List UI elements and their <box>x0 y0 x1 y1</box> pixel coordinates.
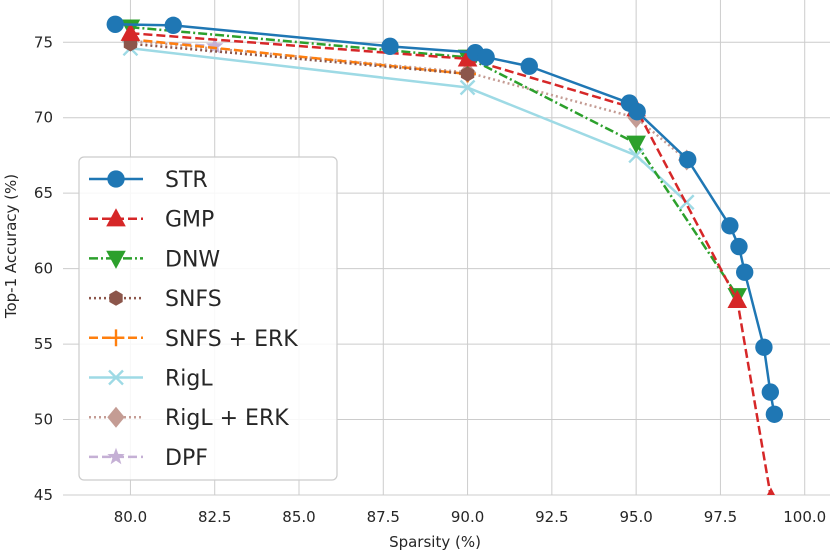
legend-marker <box>107 170 125 188</box>
legend-label: GMP <box>165 208 214 233</box>
data-point-rigl <box>628 147 644 164</box>
x-tick-label: 90.0 <box>451 508 484 526</box>
legend-marker <box>106 208 126 227</box>
legend-marker <box>108 369 124 386</box>
legend-marker <box>106 250 126 269</box>
data-point-rigl <box>459 79 476 96</box>
data-point-str <box>736 263 754 281</box>
series-line-snfs-erk <box>130 37 468 76</box>
legend-entry-snfs: SNFS <box>89 287 222 312</box>
series-str <box>106 15 784 423</box>
x-tick-label: 87.5 <box>367 508 400 526</box>
legend-label: RigL + ERK <box>165 406 289 431</box>
data-point-dpf <box>206 37 224 54</box>
y-tick-label: 65 <box>34 184 53 202</box>
legend-marker <box>109 290 123 306</box>
data-point-str <box>381 37 399 56</box>
y-axis-label: Top-1 Accuracy (%) <box>2 174 20 319</box>
data-point-gmp <box>457 48 478 67</box>
legend-entry-snfs-erk: SNFS + ERK <box>89 327 298 352</box>
legend-label: SNFS + ERK <box>165 327 298 352</box>
x-tick-label: 97.5 <box>704 508 737 526</box>
series-line-rigl <box>130 47 688 204</box>
data-point-gmp <box>120 22 141 41</box>
x-tick-label: 95.0 <box>619 508 652 526</box>
y-tick-label: 60 <box>34 260 53 278</box>
legend-label: DNW <box>165 247 220 272</box>
y-tick-label: 45 <box>34 486 53 504</box>
series-layer <box>106 15 784 495</box>
y-tick-label: 75 <box>34 33 53 51</box>
data-point-str <box>164 16 182 35</box>
data-point-str <box>520 57 538 75</box>
data-point-str <box>679 150 697 169</box>
data-point-str <box>477 48 495 66</box>
grid <box>63 0 830 496</box>
data-point-str <box>106 15 124 33</box>
y-tick-label: 55 <box>34 335 53 353</box>
x-axis-label: Sparsity (%) <box>389 533 481 551</box>
x-tick-label: 80.0 <box>114 508 147 526</box>
data-point-gmp <box>727 289 748 309</box>
data-point-snfs <box>460 66 475 82</box>
legend: STR GMP DNW SNFS SNFS + ERK RigL RigL + ERK DPF <box>78 156 338 481</box>
y-tick-label: 70 <box>34 109 53 127</box>
data-point-str <box>628 102 646 121</box>
legend-entry-dpf: DPF <box>89 446 208 471</box>
data-point-str <box>765 405 784 423</box>
tick-layer: 80.0 82.5 85.0 87.5 90.0 92.5 95.0 97.5 100.0 45 5… <box>34 33 826 526</box>
legend-box <box>78 156 338 481</box>
series-line-dnw <box>130 25 739 297</box>
legend-label: SNFS <box>165 287 222 312</box>
x-tick-label: 82.5 <box>198 508 231 526</box>
data-point-str <box>730 237 748 256</box>
legend-marker <box>107 406 125 428</box>
x-tick-label: 100.0 <box>783 508 826 526</box>
legend-label: DPF <box>165 446 208 471</box>
data-point-str <box>761 383 780 401</box>
legend-entry-str: STR <box>89 168 208 193</box>
legend-entry-gmp: GMP <box>89 208 214 233</box>
legend-entry-rigl: RigL <box>89 367 213 392</box>
x-tick-label: 85.0 <box>282 508 315 526</box>
legend-marker <box>107 329 125 347</box>
legend-label: RigL <box>165 367 213 392</box>
legend-label: STR <box>165 168 208 193</box>
data-point-str <box>755 338 773 356</box>
data-point-dnw <box>626 135 646 154</box>
legend-entry-dnw: DNW <box>89 247 220 272</box>
series-line-rigl-erk <box>130 39 688 161</box>
x-tick-label: 92.5 <box>535 508 568 526</box>
legend-marker <box>107 447 125 465</box>
data-point-gmp <box>766 487 776 495</box>
series-line-snfs <box>130 42 468 76</box>
y-tick-label: 50 <box>34 411 53 429</box>
legend-entry-rigl-erk: RigL + ERK <box>89 406 289 431</box>
data-point-str <box>721 217 739 235</box>
